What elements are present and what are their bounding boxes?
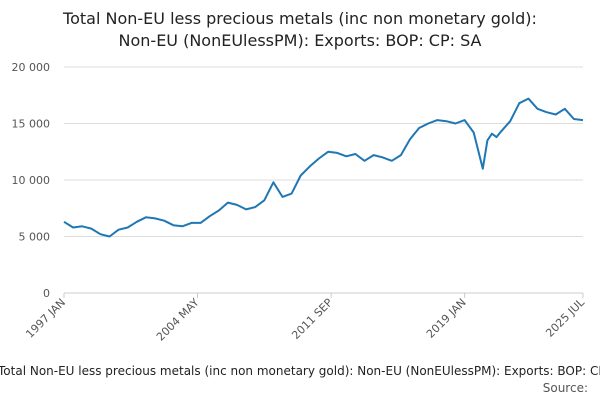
y-tick-label: 15 000 xyxy=(12,118,51,131)
chart-title-line-2: Non-EU (NonEUlessPM): Exports: BOP: CP: … xyxy=(119,31,482,50)
legend-label: Total Non-EU less precious metals (inc n… xyxy=(0,364,600,378)
y-tick-label: 5 000 xyxy=(19,231,51,244)
x-tick-label: 1997 JAN xyxy=(23,296,68,341)
y-axis-ticks: 0 5 000 10 000 15 000 20 000 xyxy=(12,61,51,300)
chart-title-line-1: Total Non-EU less precious metals (inc n… xyxy=(62,9,537,28)
y-tick-label: 20 000 xyxy=(12,61,51,74)
x-tick-label: 2025 JUL xyxy=(543,295,587,339)
x-tick-label: 2004 MAY xyxy=(154,296,202,344)
y-tick-label: 0 xyxy=(43,287,50,300)
gridlines xyxy=(64,66,583,294)
source-label: Source: xyxy=(543,381,588,395)
y-tick-label: 10 000 xyxy=(12,174,51,187)
x-tick-label: 2011 SEP xyxy=(289,296,335,342)
series-line xyxy=(63,97,584,238)
x-tick-label: 2019 JAN xyxy=(424,296,469,341)
x-axis-ticks: 1997 JAN 2004 MAY 2011 SEP 2019 JAN 2025 JUL xyxy=(23,293,588,344)
